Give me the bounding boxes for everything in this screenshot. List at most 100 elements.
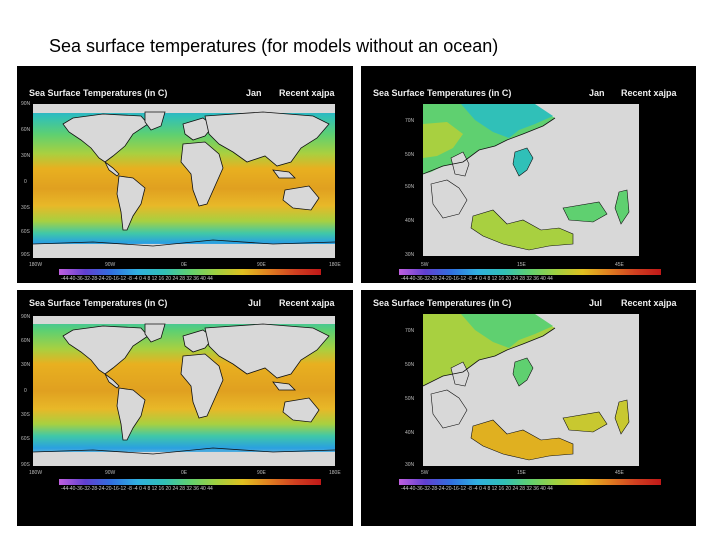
maritime-continent xyxy=(272,381,296,391)
lat-label: 40N xyxy=(405,430,415,436)
iberia-coast xyxy=(430,389,468,429)
europe xyxy=(182,329,214,353)
lat-label: 50N xyxy=(405,362,415,368)
colorbar xyxy=(59,479,321,485)
lat-label: 30N xyxy=(405,252,415,258)
lon-label: 15E xyxy=(517,262,526,268)
lat-label: 70N xyxy=(405,118,415,124)
coastline xyxy=(423,327,556,387)
panel-month: Jan xyxy=(246,88,262,98)
panel-experiment: Recent xajpa xyxy=(279,88,335,98)
lon-label: 180E xyxy=(329,470,341,476)
lat-label: 60N xyxy=(21,338,31,344)
maritime-continent xyxy=(272,169,296,179)
colorbar xyxy=(399,479,661,485)
lat-label: 90N xyxy=(21,101,31,107)
slide-title: Sea surface temperatures (for models wit… xyxy=(49,36,499,56)
mediterranean-sea xyxy=(470,209,574,251)
colorbar-ticks: -44-40-36-32-28-24-20-16-12 -8 -4 0 4 8 … xyxy=(61,276,213,282)
baltic-sea xyxy=(512,147,534,177)
lat-label: 50N xyxy=(405,184,415,190)
panel-experiment: Recent xajpa xyxy=(279,298,335,308)
lon-label: 90E xyxy=(257,470,266,476)
antarctica-coast xyxy=(33,239,335,247)
black-sea xyxy=(562,201,608,223)
lon-label: 0E xyxy=(181,470,188,476)
lat-label: 30N xyxy=(21,153,31,159)
central-america xyxy=(104,161,120,177)
europe-jul-panel: Sea Surface Temperatures (in C) Jul Rece… xyxy=(361,290,696,526)
arctic-cap xyxy=(33,316,335,324)
europe-jan-panel: Sea Surface Temperatures (in C) Jan Rece… xyxy=(361,66,696,283)
baltic-sea xyxy=(512,357,534,387)
lat-label: 50N xyxy=(405,396,415,402)
lon-label: 90W xyxy=(105,470,116,476)
global-jan-panel: Sea Surface Temperatures (in C) Jan Rece… xyxy=(17,66,353,283)
panel-experiment: Recent xajpa xyxy=(621,88,677,98)
lat-label: 30S xyxy=(21,412,30,418)
lat-label: 60S xyxy=(21,436,30,442)
arctic-cold-water xyxy=(461,104,553,138)
colorbar-ticks: -44-40-36-32-28-24-20-16-12 -8 -4 0 4 8 … xyxy=(401,486,553,492)
greenland xyxy=(144,111,166,131)
asia xyxy=(204,323,330,379)
lon-label: 90W xyxy=(105,262,116,268)
lat-label: 30N xyxy=(21,362,31,368)
arctic-cool-water xyxy=(461,314,553,348)
mediterranean-sea xyxy=(470,419,574,461)
north-america xyxy=(62,113,149,163)
british-isles xyxy=(450,151,470,177)
south-america xyxy=(116,175,146,231)
lat-label: 90S xyxy=(21,462,30,468)
australia xyxy=(282,185,320,211)
lat-label: 0 xyxy=(24,388,27,394)
british-isles xyxy=(450,361,470,387)
lat-label: 60S xyxy=(21,229,30,235)
lon-label: 45E xyxy=(615,262,624,268)
antarctica xyxy=(33,244,335,258)
lat-label: 50N xyxy=(405,152,415,158)
subpolar-water xyxy=(423,122,463,158)
black-sea xyxy=(562,411,608,433)
africa xyxy=(180,141,224,207)
lat-label: 30S xyxy=(21,205,30,211)
world-sst-map xyxy=(33,104,335,258)
lat-label: 90N xyxy=(21,314,31,320)
lon-label: 180W xyxy=(29,470,43,476)
lon-label: 15E xyxy=(517,470,526,476)
lat-label: 60N xyxy=(21,127,31,133)
panel-month: Jul xyxy=(589,298,603,308)
europe xyxy=(182,117,214,141)
caspian-sea xyxy=(614,399,630,435)
iberia-coast xyxy=(430,179,468,219)
europe-sst-map xyxy=(423,104,639,256)
arctic-cap xyxy=(33,104,335,113)
lat-label: 30N xyxy=(405,462,415,468)
panel-month: Jan xyxy=(589,88,605,98)
europe-sst-map xyxy=(423,314,639,466)
caspian-sea xyxy=(614,189,630,225)
greenland xyxy=(144,323,166,343)
lon-label: 180W xyxy=(29,262,43,268)
australia xyxy=(282,397,320,423)
colorbar-ticks: -44-40-36-32-28-24-20-16-12 -8 -4 0 4 8 … xyxy=(61,486,213,492)
lon-label: 45E xyxy=(615,470,624,476)
south-america xyxy=(116,387,146,441)
colorbar xyxy=(399,269,661,275)
panel-title: Sea Surface Temperatures (in C) xyxy=(29,298,168,308)
lon-label: 180E xyxy=(329,262,341,268)
antarctica-coast xyxy=(33,447,335,455)
lon-label: 0E xyxy=(181,262,188,268)
asia xyxy=(204,111,330,167)
colorbar-ticks: -44-40-36-32-28-24-20-16-12 -8 -4 0 4 8 … xyxy=(401,276,553,282)
lon-label: 90E xyxy=(257,262,266,268)
north-america xyxy=(62,325,149,375)
panel-title: Sea Surface Temperatures (in C) xyxy=(29,88,168,98)
panel-title: Sea Surface Temperatures (in C) xyxy=(373,298,512,308)
panel-month: Jul xyxy=(248,298,262,308)
lat-label: 0 xyxy=(24,179,27,185)
colorbar xyxy=(59,269,321,275)
global-jul-panel: Sea Surface Temperatures (in C) Jul Rece… xyxy=(17,290,353,526)
coastline xyxy=(423,117,556,175)
world-sst-map xyxy=(33,316,335,466)
